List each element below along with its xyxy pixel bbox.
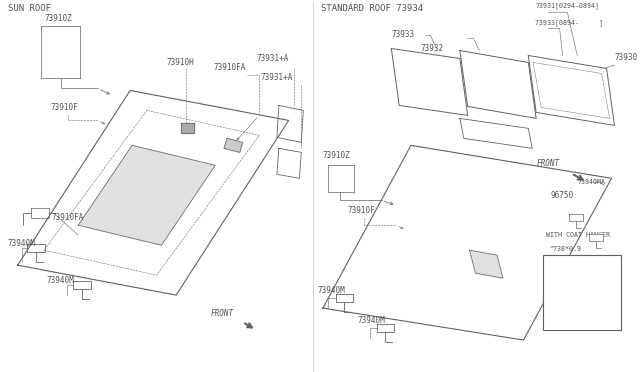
Text: 73931+A: 73931+A [260, 73, 292, 83]
Polygon shape [589, 234, 603, 241]
Polygon shape [323, 145, 611, 340]
Text: FRONT: FRONT [536, 159, 559, 168]
Polygon shape [181, 124, 194, 134]
FancyBboxPatch shape [543, 255, 621, 330]
Text: 73940MA: 73940MA [577, 179, 605, 185]
Text: 73933: 73933 [391, 29, 415, 39]
Polygon shape [377, 324, 394, 332]
Text: FRONT: FRONT [211, 309, 234, 318]
Polygon shape [78, 145, 215, 245]
Text: 73940M: 73940M [8, 239, 36, 248]
Text: 73910F: 73910F [348, 206, 375, 215]
Text: 73910FA: 73910FA [213, 64, 246, 73]
Text: 73940M: 73940M [47, 276, 75, 285]
Text: 73910H: 73910H [166, 58, 194, 67]
Polygon shape [335, 294, 353, 302]
Text: SUN ROOF: SUN ROOF [8, 4, 51, 13]
Text: 73931[0294-0894]: 73931[0294-0894] [535, 2, 599, 9]
Polygon shape [570, 214, 583, 221]
Text: 73933[0894-     ]: 73933[0894- ] [535, 19, 603, 26]
Text: 73930: 73930 [614, 54, 637, 62]
Text: 73910Z: 73910Z [44, 13, 72, 23]
Text: ^738*0.9: ^738*0.9 [550, 246, 582, 252]
Polygon shape [391, 48, 468, 115]
Polygon shape [74, 281, 91, 289]
Text: 73940M: 73940M [357, 316, 385, 325]
Text: 96750: 96750 [551, 191, 574, 200]
Polygon shape [224, 138, 243, 153]
Text: 73910F: 73910F [51, 103, 79, 112]
Text: STANDARD ROOF 73934: STANDARD ROOF 73934 [321, 4, 423, 13]
Text: 73931+A: 73931+A [257, 54, 289, 64]
Polygon shape [460, 51, 536, 118]
Polygon shape [529, 55, 614, 125]
Polygon shape [31, 208, 49, 218]
Polygon shape [28, 244, 45, 252]
Text: 73910Z: 73910Z [323, 151, 351, 160]
Polygon shape [18, 90, 289, 295]
Polygon shape [277, 148, 301, 178]
Polygon shape [470, 250, 503, 278]
Text: 73910FA: 73910FA [52, 213, 84, 222]
Polygon shape [460, 118, 532, 148]
Text: 73940M: 73940M [318, 286, 346, 295]
Text: 73932: 73932 [420, 44, 444, 52]
Polygon shape [277, 105, 303, 142]
Text: WITH COAT HANGER: WITH COAT HANGER [546, 232, 610, 238]
